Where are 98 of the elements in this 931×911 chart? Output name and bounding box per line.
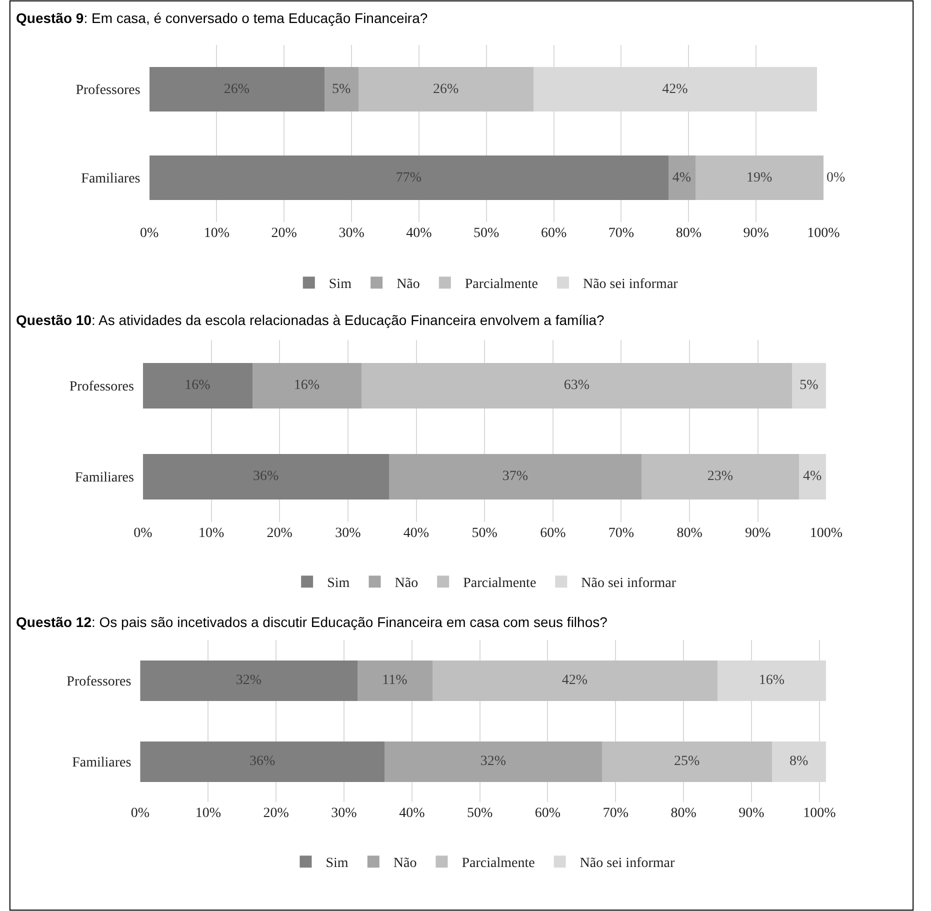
bar bbox=[388, 454, 642, 500]
chart-title: Questão 12: Os pais são incetivados a discutir Educação Financeira em casa com seus filhos? bbox=[16, 614, 608, 630]
bar bbox=[358, 67, 534, 112]
x-tick-label: 10% bbox=[198, 526, 224, 541]
data-label: 32% bbox=[236, 673, 262, 688]
y-tick-label: Professores bbox=[69, 379, 134, 394]
y-tick-label: Professores bbox=[66, 674, 132, 690]
x-tick-label: 50% bbox=[472, 526, 498, 541]
x-tick-label: 100% bbox=[803, 806, 836, 821]
data-label: 25% bbox=[674, 754, 700, 769]
legend-label: Parcialmente bbox=[463, 576, 536, 592]
x-tick-label: 50% bbox=[474, 226, 500, 241]
data-label: 8% bbox=[790, 754, 809, 769]
bar bbox=[149, 67, 325, 112]
x-tick-label: 60% bbox=[540, 226, 567, 241]
x-tick-label: 80% bbox=[676, 526, 703, 541]
legend-label: Não bbox=[396, 277, 420, 292]
legend-label: Não sei informar bbox=[581, 576, 676, 592]
data-label: 23% bbox=[707, 469, 734, 484]
bar bbox=[149, 156, 668, 200]
x-tick-label: 20% bbox=[266, 526, 293, 541]
x-tick-label: 20% bbox=[271, 226, 298, 241]
x-tick-label: 100% bbox=[807, 226, 840, 241]
x-tick-label: 0% bbox=[130, 806, 150, 821]
data-label: 36% bbox=[249, 754, 276, 769]
x-tick-label: 30% bbox=[331, 806, 358, 821]
data-label: 16% bbox=[184, 378, 211, 393]
x-tick-label: 40% bbox=[399, 806, 426, 821]
legend-label: Não sei informar bbox=[580, 856, 675, 872]
y-tick-label: Familiares bbox=[81, 172, 140, 187]
data-label: 26% bbox=[224, 82, 250, 97]
bar bbox=[142, 454, 389, 500]
bar bbox=[358, 660, 432, 701]
data-label: 36% bbox=[252, 469, 279, 484]
x-tick-label: 80% bbox=[670, 806, 697, 821]
data-label: 42% bbox=[662, 82, 688, 97]
x-tick-label: 10% bbox=[204, 226, 230, 241]
x-tick-label: 40% bbox=[406, 226, 432, 241]
data-label: 32% bbox=[480, 754, 506, 769]
bar bbox=[792, 362, 826, 408]
bar bbox=[140, 741, 385, 782]
x-tick-label: 100% bbox=[810, 526, 843, 541]
data-label: 37% bbox=[502, 469, 528, 484]
data-label: 5% bbox=[332, 82, 351, 97]
bar bbox=[142, 362, 252, 408]
x-tick-label: 60% bbox=[540, 526, 566, 541]
bar bbox=[140, 660, 358, 701]
y-tick-label: Professores bbox=[76, 83, 140, 98]
data-label: 4% bbox=[803, 469, 822, 484]
bar bbox=[642, 454, 799, 500]
chart-title: Questão 10: As atividades da escola relacionadas à Educação Financeira envolvem a família? bbox=[16, 312, 605, 328]
legend-label: Não bbox=[393, 856, 417, 872]
bar bbox=[384, 741, 602, 782]
x-tick-label: 90% bbox=[745, 526, 772, 541]
data-label: 26% bbox=[432, 82, 459, 97]
x-tick-label: 0% bbox=[134, 526, 153, 541]
x-tick-label: 90% bbox=[738, 806, 765, 821]
x-tick-label: 30% bbox=[335, 526, 362, 541]
bar bbox=[362, 362, 792, 408]
x-tick-label: 50% bbox=[466, 806, 493, 821]
y-tick-label: Familiares bbox=[72, 755, 132, 770]
y-tick-label: Familiares bbox=[74, 470, 134, 486]
data-label: 16% bbox=[758, 673, 785, 688]
data-label: 4% bbox=[672, 170, 692, 186]
legend-label: Não sei informar bbox=[582, 277, 678, 292]
data-label: 16% bbox=[294, 378, 320, 393]
legend-label: Não bbox=[394, 576, 418, 592]
data-label: 5% bbox=[800, 378, 819, 393]
bar bbox=[252, 362, 362, 408]
x-tick-label: 0% bbox=[140, 226, 159, 241]
data-label: 63% bbox=[564, 378, 590, 393]
data-label: 19% bbox=[746, 170, 772, 186]
legend-label: Sim bbox=[328, 277, 352, 292]
bar bbox=[432, 660, 718, 701]
chart-title: Questão 9: Em casa, é conversado o tema Educação Financeira? bbox=[16, 10, 428, 26]
legend-label: Parcialmente bbox=[462, 856, 535, 872]
legend-label: Sim bbox=[326, 856, 348, 872]
x-tick-label: 30% bbox=[338, 226, 365, 241]
x-tick-label: 60% bbox=[534, 806, 561, 821]
x-tick-label: 20% bbox=[263, 806, 290, 821]
data-label: 0% bbox=[826, 170, 846, 186]
bar bbox=[324, 67, 358, 112]
bar bbox=[668, 156, 696, 200]
x-tick-label: 70% bbox=[608, 226, 634, 241]
data-label: 11% bbox=[382, 673, 408, 688]
x-tick-label: 70% bbox=[608, 526, 634, 541]
bar bbox=[798, 454, 826, 500]
x-tick-label: 10% bbox=[195, 806, 222, 821]
bar bbox=[695, 156, 824, 200]
x-tick-label: 90% bbox=[743, 226, 770, 241]
legend-label: Sim bbox=[327, 576, 350, 592]
x-tick-label: 80% bbox=[676, 226, 702, 241]
data-label: 77% bbox=[396, 170, 422, 186]
data-label: 42% bbox=[562, 673, 588, 688]
legend-label: Parcialmente bbox=[464, 277, 538, 292]
x-tick-label: 70% bbox=[602, 806, 629, 821]
bar bbox=[602, 741, 772, 782]
x-tick-label: 40% bbox=[403, 526, 430, 541]
